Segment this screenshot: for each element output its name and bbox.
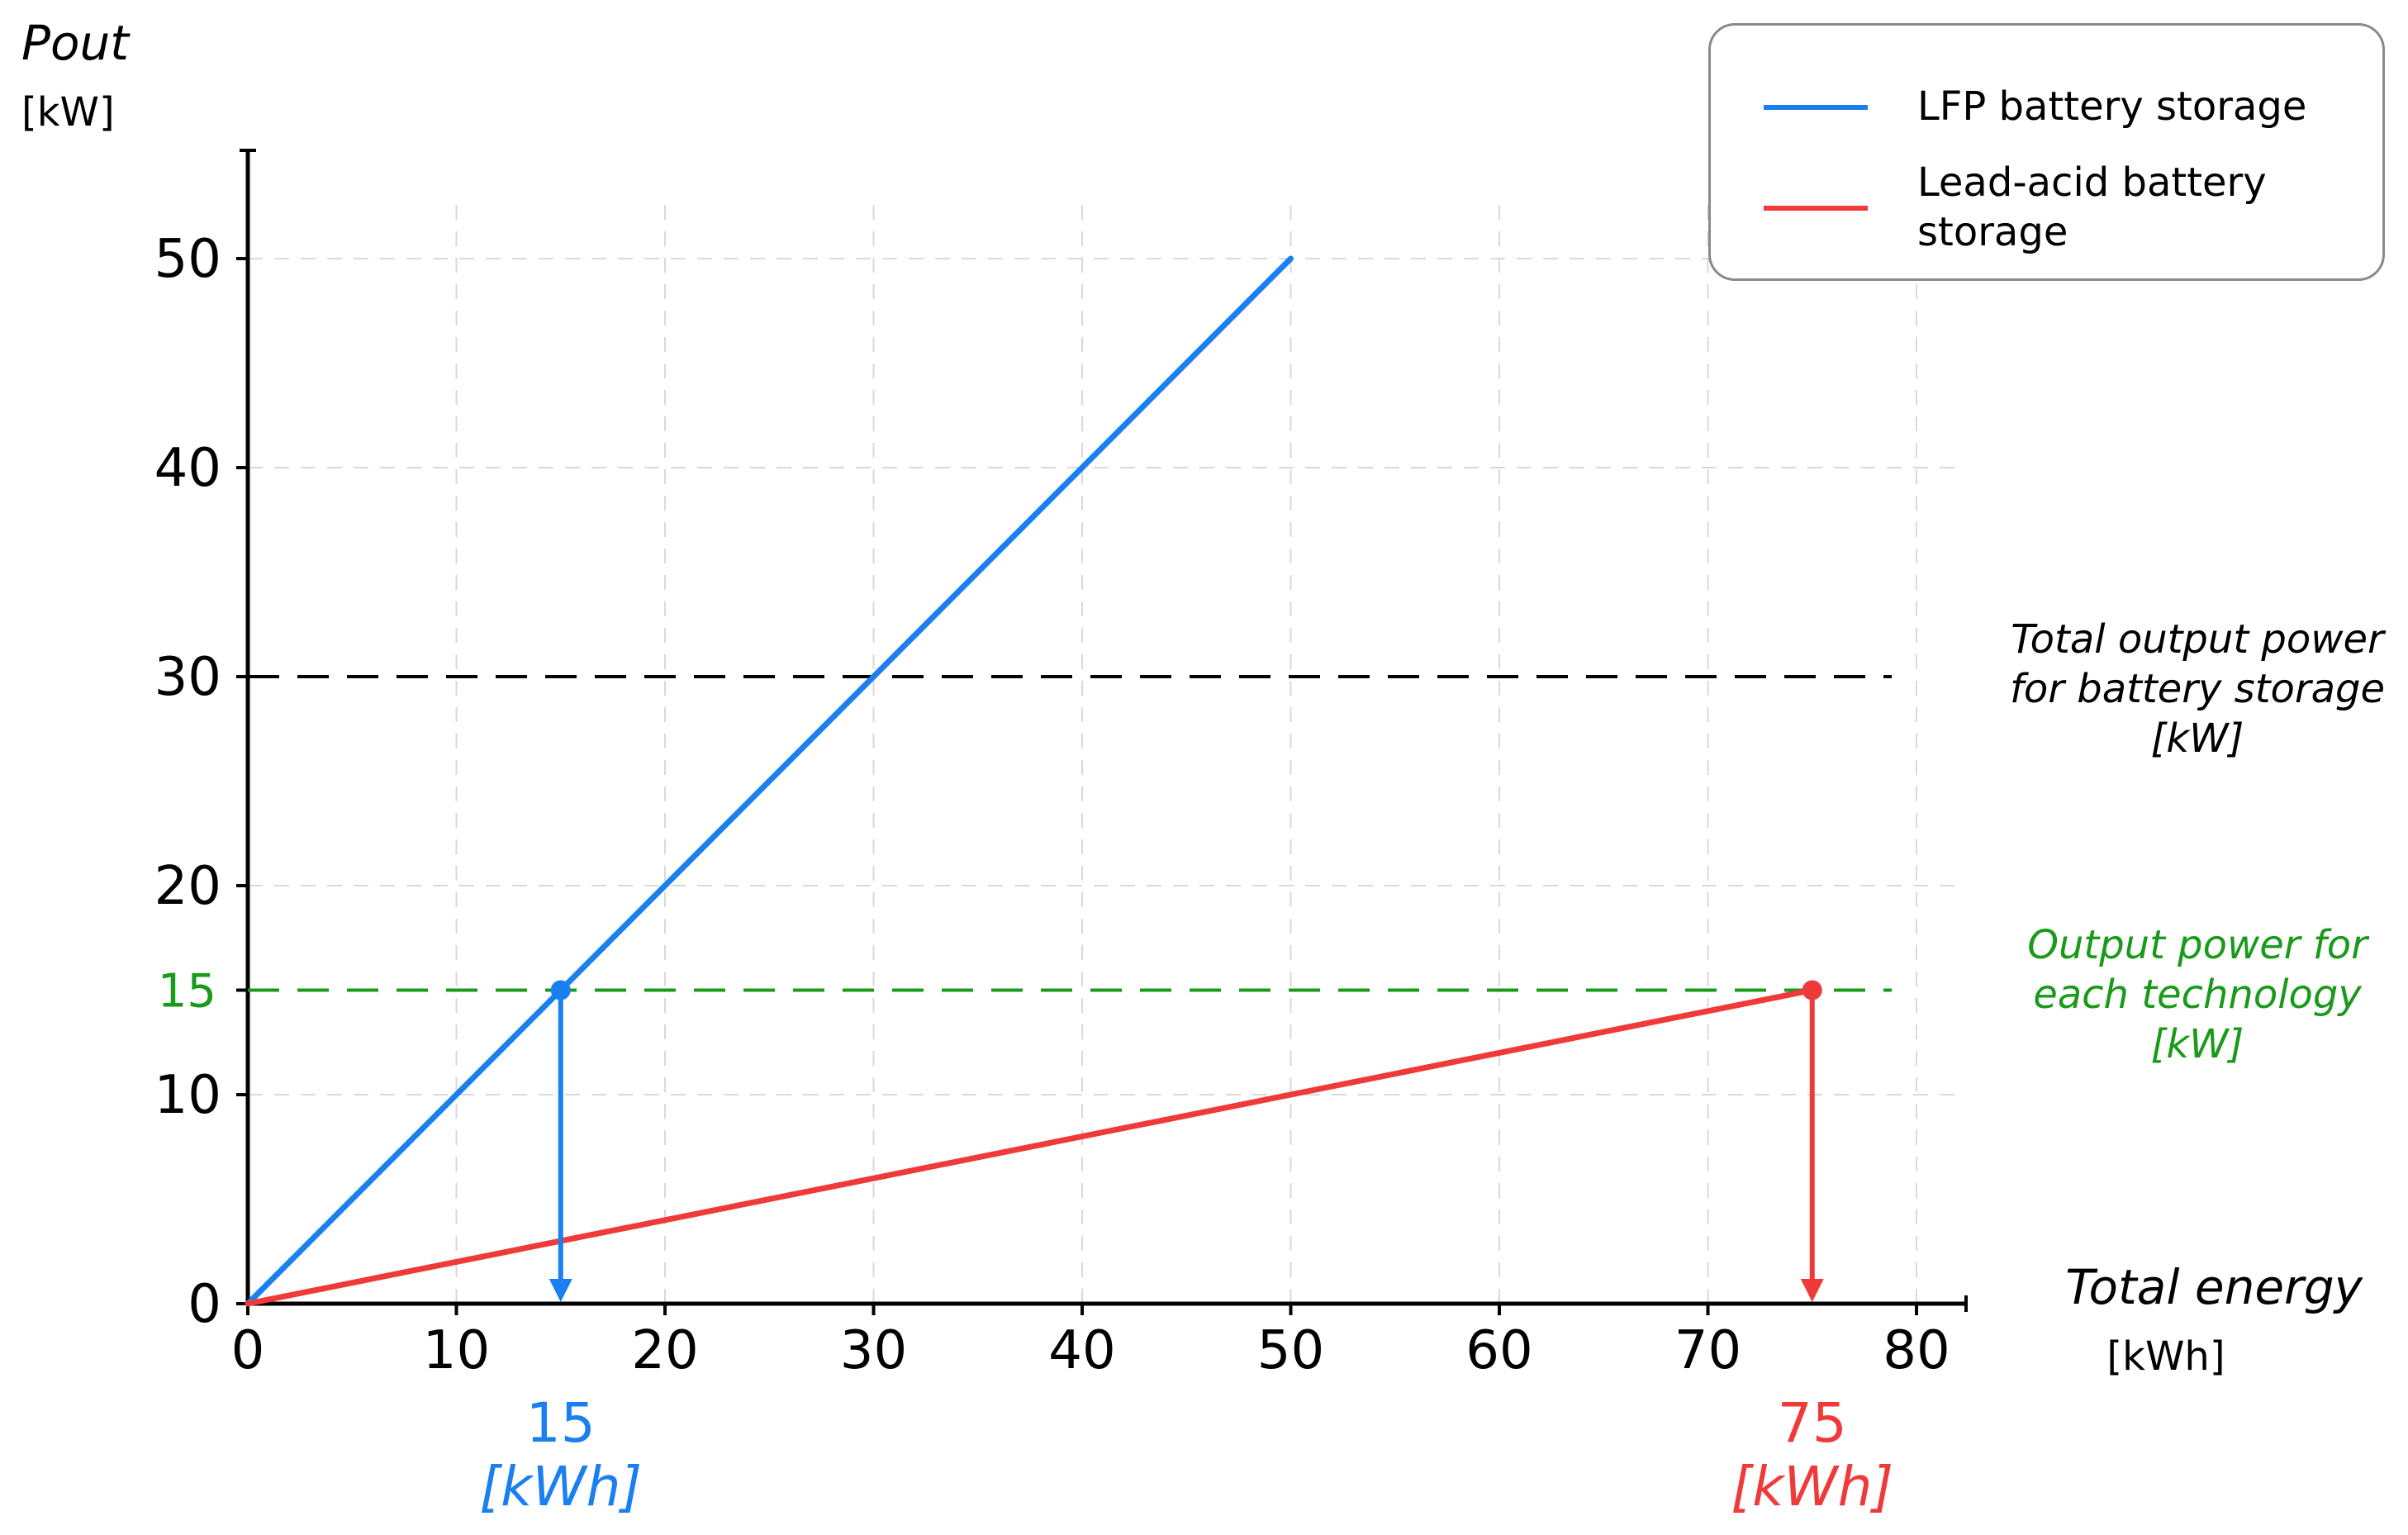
y-axis-title: Pout — [21, 15, 131, 71]
x-axis-title: Total energy — [2065, 1259, 2363, 1315]
x-tick-label: 10 — [423, 1320, 490, 1381]
reference-line-label: Total output power — [2011, 616, 2387, 663]
reference-line-label: for battery storage — [2010, 666, 2385, 712]
reference-line-label: [kW] — [2151, 715, 2244, 762]
y-tick-label: 40 — [154, 438, 221, 499]
legend-label-lead-acid: Lead-acid battery storage — [1917, 159, 2267, 255]
y-tick-label: 50 — [154, 229, 221, 290]
y-tick-label: 10 — [154, 1065, 221, 1126]
marker-point — [550, 980, 571, 1000]
grid — [248, 200, 1966, 1304]
marker-arrow-head — [549, 1279, 572, 1302]
y-tick-label: 0 — [188, 1274, 221, 1335]
x-tick-label: 80 — [1883, 1320, 1950, 1381]
reference-line-label: [kW] — [2151, 1021, 2244, 1067]
axes — [236, 149, 1968, 1315]
legend: LFP battery storage Lead-acid battery st… — [1708, 23, 2385, 281]
axis-labels: Pout [kW] Total energy [kWh] — [21, 15, 2363, 1380]
y-tick-label: 15 — [158, 965, 216, 1019]
y-tick-label: 30 — [154, 647, 221, 708]
marker-unit-label: [kWh] — [479, 1455, 642, 1518]
x-tick-label: 70 — [1674, 1320, 1741, 1381]
x-tick-label: 40 — [1048, 1320, 1115, 1381]
tick-labels: 0 10 20 30 40 50 60 70 80 0 10 15 20 30 40 50 — [154, 229, 1950, 1381]
series-line-lfp — [245, 255, 1294, 1307]
marker-unit-label: [kWh] — [1731, 1455, 1893, 1518]
reference-line-label: Output power for — [2027, 922, 2370, 968]
legend-swatch-lfp — [1764, 105, 1868, 110]
legend-swatch-lead-acid — [1764, 206, 1868, 211]
marker-arrow-head — [1800, 1279, 1824, 1302]
reference-line-label: each technology — [2033, 972, 2362, 1018]
series-line-lead-acid — [245, 987, 1816, 1307]
x-tick-label: 20 — [631, 1320, 698, 1381]
y-tick-label: 20 — [154, 856, 221, 917]
x-axis-unit: [kWh] — [2106, 1333, 2225, 1380]
x-tick-label: 50 — [1257, 1320, 1324, 1381]
marker-point — [1802, 980, 1822, 1000]
series — [245, 255, 1816, 1307]
marker-value-label: 75 — [1778, 1391, 1847, 1455]
markers: 15[kWh]75[kWh] — [479, 980, 1893, 1518]
legend-label-lfp: LFP battery storage — [1917, 83, 2307, 130]
x-tick-label: 0 — [231, 1320, 265, 1381]
x-tick-label: 30 — [840, 1320, 907, 1381]
y-axis-unit: [kW] — [21, 89, 115, 135]
x-tick-label: 60 — [1465, 1320, 1532, 1381]
marker-value-label: 15 — [526, 1391, 596, 1455]
